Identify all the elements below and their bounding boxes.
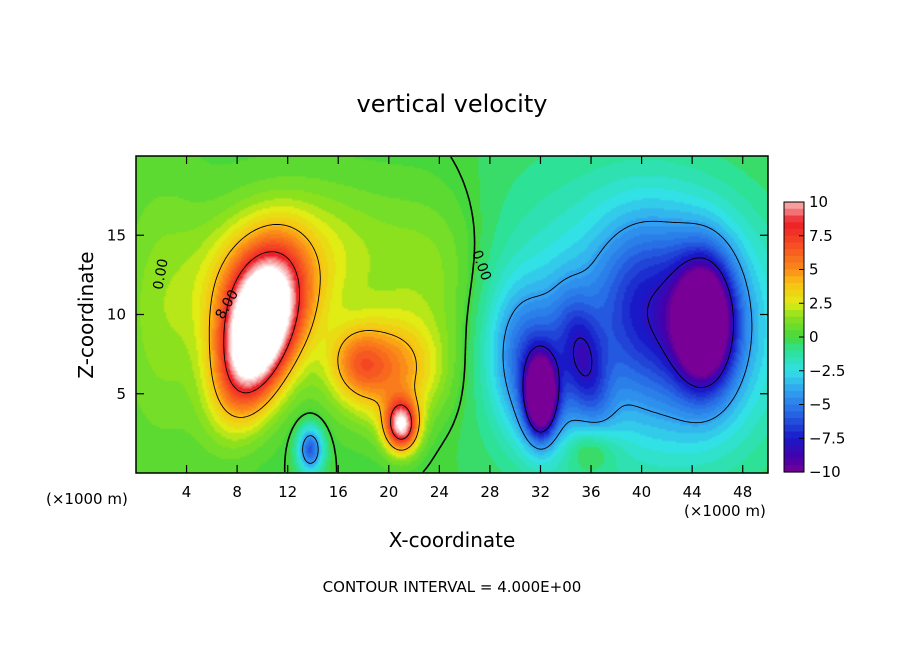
y-tick-label: 15 xyxy=(107,226,126,244)
contour-level-neg4 xyxy=(302,220,753,464)
colorbar-band xyxy=(784,316,804,325)
colorbar-tick-label: 2.5 xyxy=(809,294,833,312)
colorbar-band xyxy=(784,337,804,345)
colorbar-band xyxy=(784,330,804,338)
colorbar-band xyxy=(784,310,804,318)
contour-label: 0.00 xyxy=(151,257,172,290)
contour-level-8 xyxy=(223,251,413,440)
colorbar-tick-label: −2.5 xyxy=(809,362,845,380)
y-tick-label: 5 xyxy=(116,385,126,403)
colorbar-band xyxy=(784,343,804,352)
contour-lines xyxy=(208,156,753,473)
y-tick-label: 10 xyxy=(107,306,126,324)
colorbar-tick-label: 0 xyxy=(809,328,819,346)
colorbar-tick-label: −5 xyxy=(809,396,831,414)
x-unit-right: (×1000 m) xyxy=(684,502,766,520)
colorbar-ticks: 10 7.5 5 2.5 0 −2.5 −5 −7.5 −10 xyxy=(799,193,845,481)
y-tick-marks: 5 10 15 xyxy=(107,226,768,403)
x-tick-marks: 4 8 12 16 20 24 28 32 36 40 44 48 xyxy=(182,156,752,501)
colorbar-band xyxy=(784,451,804,460)
colorbar-band xyxy=(784,202,804,210)
colorbar-band xyxy=(784,370,804,379)
x-tick-label: 16 xyxy=(329,483,348,501)
colorbar-band xyxy=(784,357,804,365)
colorbar-band xyxy=(784,256,804,264)
colorbar-band xyxy=(784,458,804,466)
colorbar-tick-label: 5 xyxy=(809,261,819,279)
x-tick-label: 32 xyxy=(531,483,550,501)
colorbar-band xyxy=(784,418,804,426)
colorbar-band xyxy=(784,404,804,412)
colorbar-band xyxy=(784,465,804,473)
x-tick-label: 24 xyxy=(430,483,449,501)
colorbar-band xyxy=(784,397,804,406)
colorbar-band xyxy=(784,296,804,304)
colorbar-band xyxy=(784,391,804,399)
heatmap-field xyxy=(136,156,768,473)
x-tick-label: 48 xyxy=(733,483,752,501)
contour-level-4 xyxy=(208,223,420,451)
y-axis-label: Z-coordinate xyxy=(74,251,98,378)
colorbar-band xyxy=(784,431,804,439)
colorbar-band xyxy=(784,384,804,392)
x-tick-label: 20 xyxy=(379,483,398,501)
contour-interval-note: CONTOUR INTERVAL = 4.000E+00 xyxy=(323,578,582,596)
x-tick-label: 44 xyxy=(683,483,702,501)
contour-level-0 xyxy=(283,156,476,473)
colorbar-band xyxy=(784,222,804,230)
colorbar-band xyxy=(784,269,804,277)
colorbar-band xyxy=(784,411,804,419)
colorbar-band xyxy=(784,262,804,271)
colorbar-tick-label: −7.5 xyxy=(809,429,845,447)
colorbar-band xyxy=(784,350,804,358)
colorbar-tick-label: 7.5 xyxy=(809,227,833,245)
x-tick-label: 8 xyxy=(232,483,242,501)
colorbar-band xyxy=(784,242,804,250)
colorbar-bands xyxy=(784,202,804,473)
colorbar-band xyxy=(784,215,804,223)
contour-level-neg8 xyxy=(522,257,734,433)
x-tick-label: 40 xyxy=(632,483,651,501)
colorbar-band xyxy=(784,377,804,385)
colorbar-band xyxy=(784,323,804,331)
colorbar-band xyxy=(784,208,804,217)
x-tick-label: 12 xyxy=(278,483,297,501)
colorbar-band xyxy=(784,364,804,372)
colorbar-band xyxy=(784,424,804,433)
colorbar-band xyxy=(784,235,804,244)
colorbar-band xyxy=(784,283,804,291)
x-axis-label: X-coordinate xyxy=(389,528,516,552)
colorbar-band xyxy=(784,289,804,298)
colorbar-band xyxy=(784,303,804,311)
colorbar: 10 7.5 5 2.5 0 −2.5 −5 −7.5 −10 xyxy=(783,193,845,481)
colorbar-band xyxy=(784,445,804,453)
colorbar-tick-label: −10 xyxy=(809,463,841,481)
colorbar-tick-label: 10 xyxy=(809,193,828,211)
chart-title: vertical velocity xyxy=(357,90,548,118)
x-tick-label: 36 xyxy=(581,483,600,501)
x-tick-label: 4 xyxy=(182,483,192,501)
colorbar-band xyxy=(784,249,804,257)
colorbar-band xyxy=(784,229,804,237)
colorbar-band xyxy=(784,276,804,284)
colorbar-band xyxy=(784,438,804,446)
x-unit-left: (×1000 m) xyxy=(46,490,128,508)
x-tick-label: 28 xyxy=(480,483,499,501)
